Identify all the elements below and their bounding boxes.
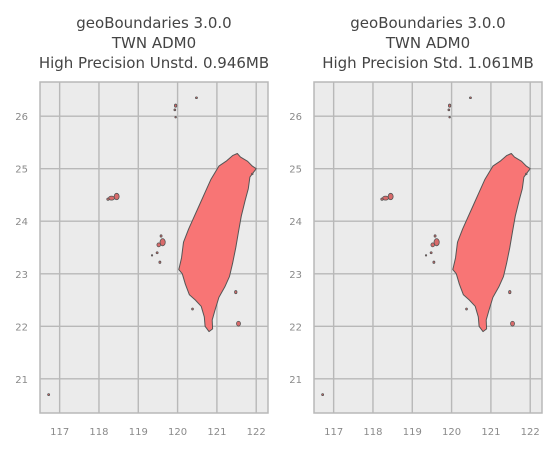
panel-2-y-tick-label-24: 24: [289, 217, 302, 228]
panel-2-islet-3: [380, 197, 384, 201]
panel-1-islet-6: [159, 234, 163, 238]
panel-1-islet-4: [159, 238, 166, 247]
panel-1-islet-5: [156, 242, 161, 248]
panel-1-y-tick-label-25: 25: [15, 165, 28, 176]
panel-1-x-tick-label-118: 118: [89, 427, 108, 438]
panel-2-islet-8: [432, 260, 436, 264]
panel-1-y-tick-label-26: 26: [15, 112, 28, 123]
panel-2-title-line-3: High Precision Std. 1.061MB: [322, 54, 534, 72]
panel-2-y-tick-label-26: 26: [289, 112, 302, 123]
panel-1-title-line-2: TWN ADM0: [111, 34, 196, 52]
panel-2-x-tick-label-117: 117: [324, 427, 343, 438]
panel-1-y-tick-label-24: 24: [15, 217, 28, 228]
panel-1-islet-7: [155, 251, 159, 255]
panel-1-title-line-1: geoBoundaries 3.0.0: [76, 14, 231, 32]
panel-2-islet-11: [447, 108, 451, 112]
panel-2-x-tick-label-119: 119: [403, 427, 422, 438]
panel-2-islet-13: [469, 96, 472, 100]
panel-2-taiwan-main-island: [452, 153, 531, 333]
panel-2-islet-12: [448, 116, 451, 119]
panel-1-title-line-3: High Precision Unstd. 0.946MB: [39, 54, 269, 72]
panel-1-islet-14: [236, 320, 241, 327]
panel-2-y-tick-label-23: 23: [289, 270, 302, 281]
panel-1-x-tick-label-120: 120: [168, 427, 187, 438]
panel-2-islet-9: [424, 254, 428, 257]
panel-1-islet-17: [47, 393, 51, 397]
panel-2-islet-6: [433, 234, 437, 238]
panel-2-x-tick-label-121: 121: [481, 427, 500, 438]
panel-1-islet-3: [106, 197, 110, 201]
panel-1-islet-11: [173, 108, 177, 112]
panel-2-islet-2: [387, 192, 394, 201]
panel-1-y-tick-label-21: 21: [15, 375, 28, 386]
panel-2-islet-5: [430, 242, 435, 248]
panel-1-islet-8: [158, 260, 162, 264]
panel-1-islet-16: [191, 307, 194, 311]
panel-2-y-tick-label-25: 25: [289, 165, 302, 176]
panel-1-islet-2: [113, 192, 120, 201]
panel-2-x-tick-label-120: 120: [442, 427, 461, 438]
panel-2-islet-18: [525, 172, 528, 176]
panel-2-x-tick-label-118: 118: [363, 427, 382, 438]
panel-2-title-line-1: geoBoundaries 3.0.0: [350, 14, 505, 32]
panel-1-x-tick-label-119: 119: [129, 427, 148, 438]
panel-2-islet-14: [510, 320, 515, 327]
panel-1-islet-10: [174, 103, 178, 108]
panel-1-islet-13: [195, 96, 198, 100]
panel-1-y-tick-label-23: 23: [15, 270, 28, 281]
panel-2-y-tick-label-21: 21: [289, 375, 302, 386]
panel-2-islet-4: [433, 238, 440, 247]
panel-2-islet-15: [508, 290, 512, 295]
panel-2-islet-16: [465, 307, 468, 311]
panel-1-islet-15: [234, 290, 238, 295]
panel-2-x-tick-label-122: 122: [521, 427, 540, 438]
panel-1-taiwan-main-island: [178, 153, 257, 333]
panel-1-y-tick-label-22: 22: [15, 322, 28, 333]
panel-1-x-tick-label-121: 121: [207, 427, 226, 438]
panel-1-x-tick-label-117: 117: [50, 427, 69, 438]
panel-2-islet-17: [321, 393, 325, 397]
panel-2-title-line-2: TWN ADM0: [385, 34, 470, 52]
panel-2-y-tick-label-22: 22: [289, 322, 302, 333]
panel-1-islet-9: [150, 254, 154, 257]
panel-2-islet-7: [429, 251, 433, 255]
panel-1-islet-18: [251, 172, 254, 176]
panel-1-x-tick-label-122: 122: [247, 427, 266, 438]
panel-1-islet-12: [174, 116, 177, 119]
panel-2-islet-10: [448, 103, 452, 108]
